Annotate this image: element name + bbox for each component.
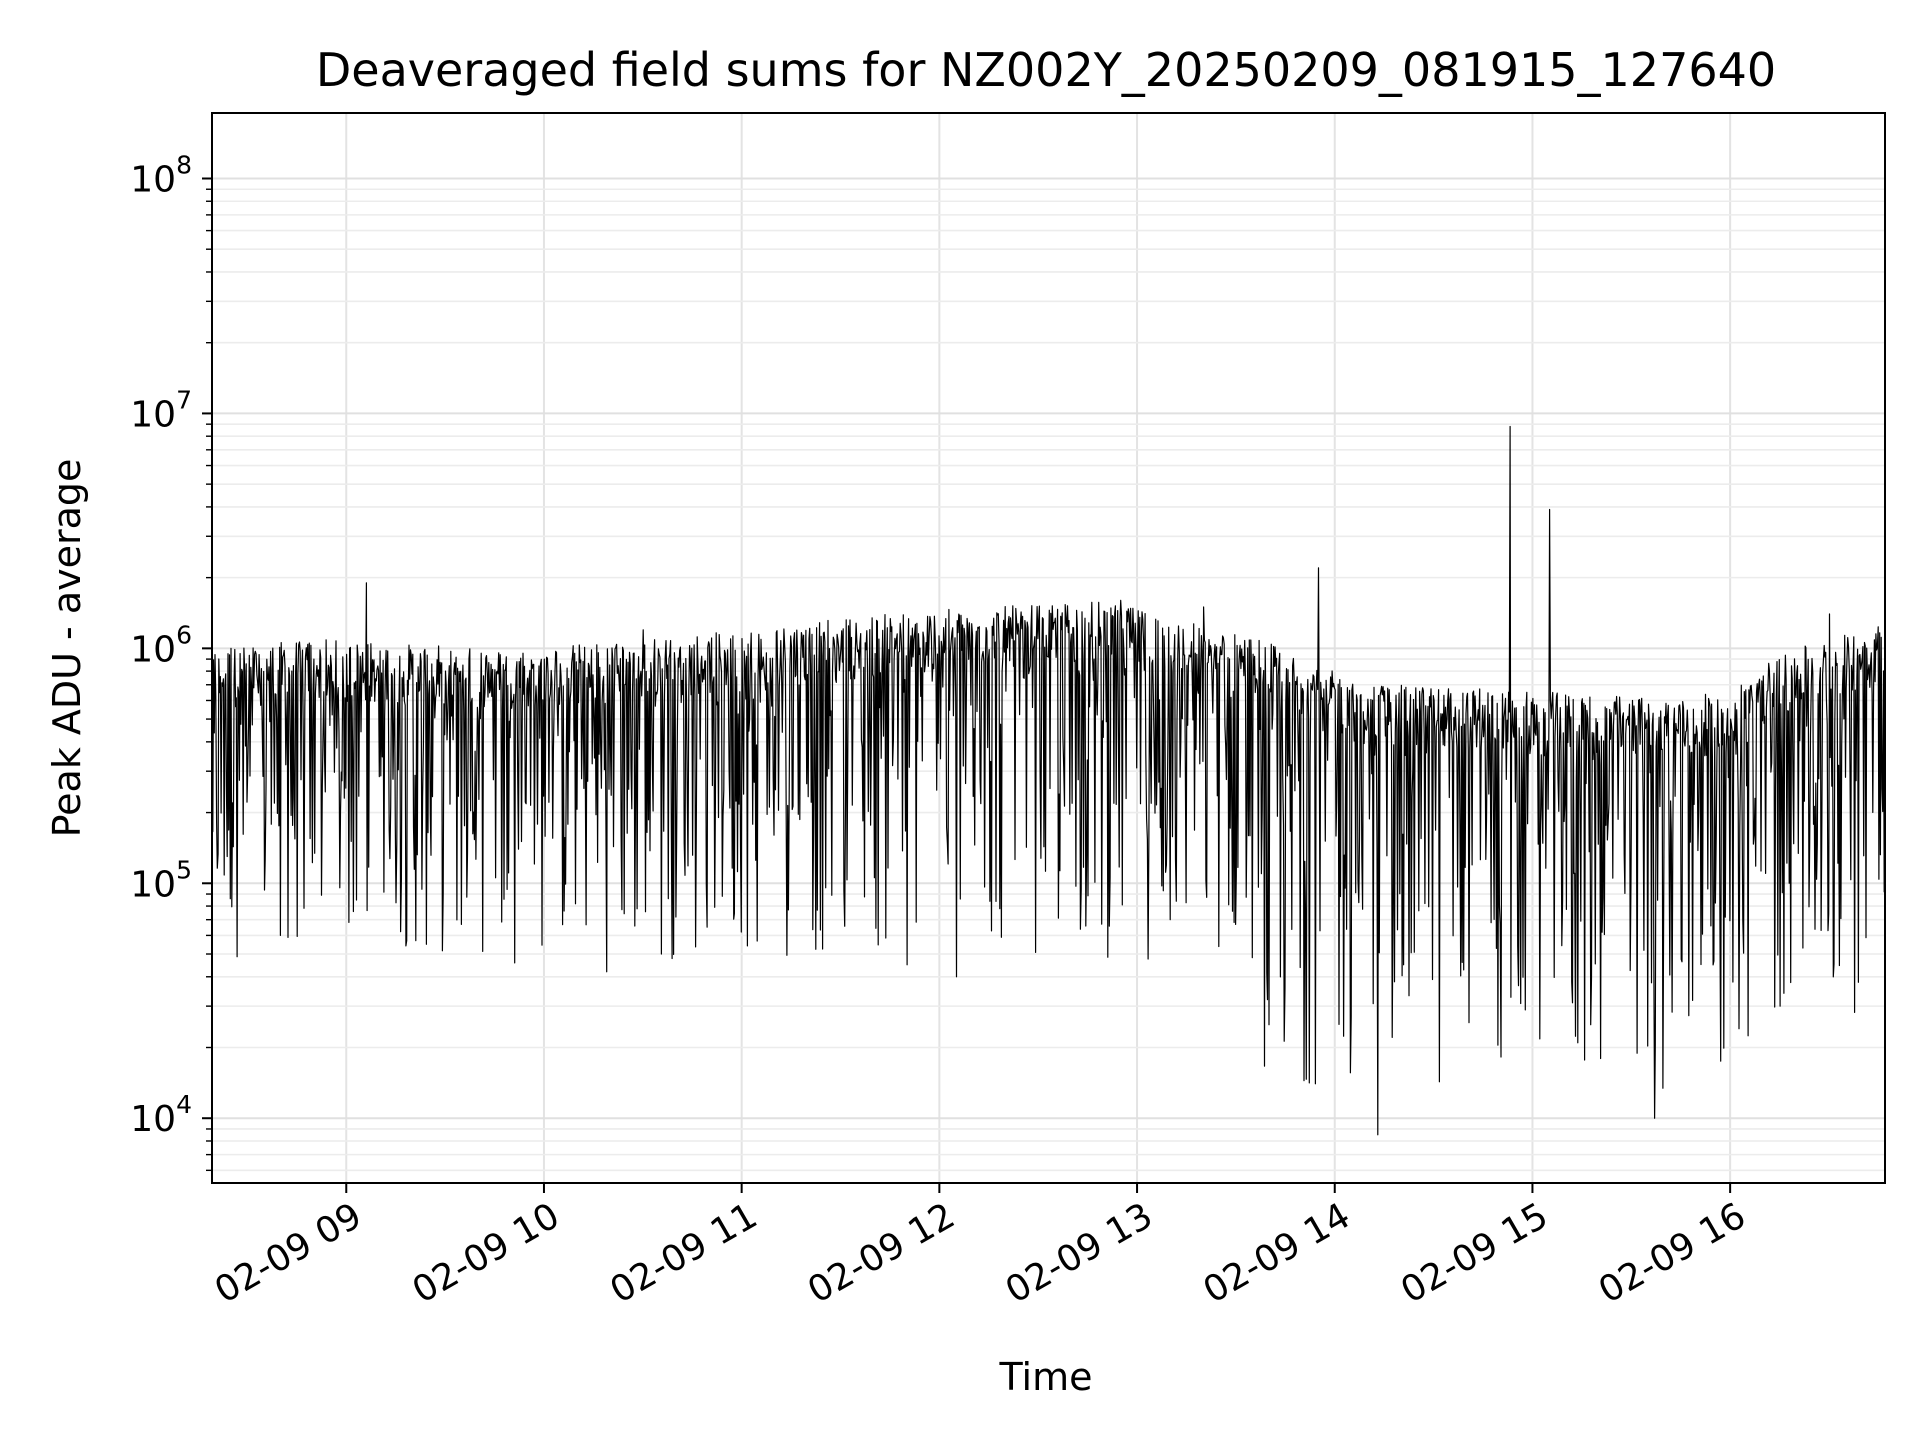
plot-area bbox=[202, 112, 1886, 1193]
gridlines bbox=[212, 113, 1885, 1183]
series-group bbox=[211, 425, 1886, 1136]
y-axis-label: Peak ADU - average bbox=[45, 459, 89, 838]
y-tick-label: 108 bbox=[130, 150, 192, 200]
tick-marks bbox=[202, 177, 1732, 1193]
chart-title: Deaveraged field sums for NZ002Y_2025020… bbox=[316, 43, 1776, 97]
series-line bbox=[211, 425, 1886, 1136]
x-axis-label: Time bbox=[999, 1355, 1093, 1399]
